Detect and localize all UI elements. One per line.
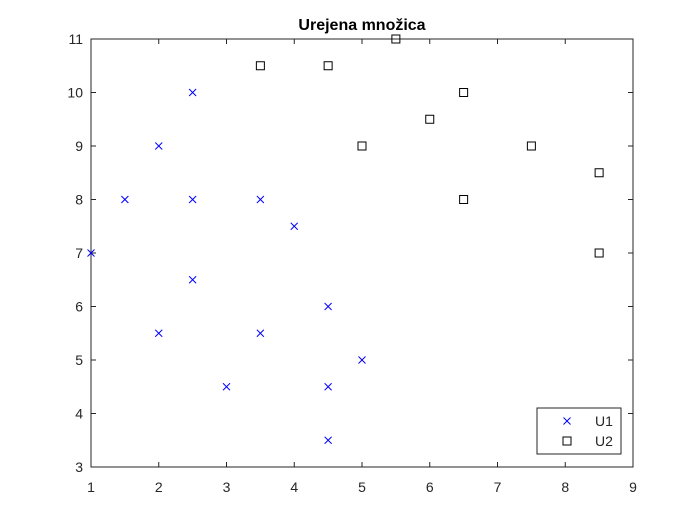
marker-stroke xyxy=(188,88,197,97)
legend-marker xyxy=(562,436,572,446)
marker-stroke xyxy=(154,142,163,150)
data-point-u1 xyxy=(290,222,299,231)
y-tick-label: 5 xyxy=(75,352,83,368)
marker-stroke xyxy=(324,302,332,311)
y-tick-label: 11 xyxy=(68,31,83,47)
y-tick-label: 10 xyxy=(67,85,83,101)
x-tick-label: 2 xyxy=(155,479,163,495)
legend-label: U1 xyxy=(595,413,613,429)
marker-stroke xyxy=(563,417,571,425)
legend-marker xyxy=(563,417,571,425)
data-point-u1 xyxy=(121,195,129,204)
x-tick-label: 7 xyxy=(494,479,502,495)
y-tick-label: 6 xyxy=(75,299,83,315)
y-tick-label: 4 xyxy=(75,406,83,422)
marker-stroke xyxy=(188,275,197,284)
data-point-u1 xyxy=(154,329,163,338)
y-tick-label: 8 xyxy=(75,192,83,208)
data-point-u1 xyxy=(324,302,332,311)
data-point-u1 xyxy=(324,436,332,445)
chart-title: Urejena množica xyxy=(298,17,425,34)
x-tick-label: 9 xyxy=(629,479,637,495)
marker-stroke xyxy=(256,329,265,338)
marker-stroke xyxy=(324,382,332,391)
y-tick-label: 3 xyxy=(75,459,83,475)
x-tick-label: 8 xyxy=(561,479,569,495)
data-point-u1 xyxy=(222,382,231,391)
data-point-u2 xyxy=(255,61,265,71)
data-point-u1 xyxy=(358,356,366,364)
marker-stroke xyxy=(222,382,231,391)
marker-stroke xyxy=(256,195,265,204)
marker-stroke xyxy=(188,195,197,204)
axes-box xyxy=(90,38,634,468)
x-tick-label: 5 xyxy=(358,479,366,495)
data-point-u2 xyxy=(323,61,333,71)
legend-box xyxy=(536,407,622,455)
data-point-u1 xyxy=(256,195,265,204)
x-tick-label: 1 xyxy=(87,479,95,495)
marker-stroke xyxy=(324,436,332,445)
data-point-u1 xyxy=(154,142,163,150)
legend-label: U2 xyxy=(595,433,613,449)
data-point-u2 xyxy=(459,195,469,204)
data-point-u1 xyxy=(188,195,197,204)
marker-stroke xyxy=(87,249,95,257)
marker-stroke xyxy=(154,329,163,338)
y-tick-label: 9 xyxy=(75,138,83,154)
marker-stroke xyxy=(358,356,366,364)
data-point-u2 xyxy=(594,248,604,258)
x-tick-label: 4 xyxy=(290,479,298,495)
data-point-u2 xyxy=(459,88,469,97)
data-point-u2 xyxy=(357,141,367,151)
data-point-u1 xyxy=(188,88,197,97)
data-point-u1 xyxy=(188,275,197,284)
data-point-u2 xyxy=(391,34,401,44)
x-tick-label: 6 xyxy=(426,479,434,495)
plot-area: 1 2 3 4 5 6 7 8 9 3 4 5 6 7 8 9 10 11 xyxy=(67,31,637,495)
marker-stroke xyxy=(290,222,299,231)
data-point-u1 xyxy=(87,249,95,257)
x-tick-label: 3 xyxy=(223,479,231,495)
marker-stroke xyxy=(121,195,129,204)
data-point-u2 xyxy=(526,141,536,151)
data-point-u1 xyxy=(324,382,332,391)
y-tick-label: 7 xyxy=(75,245,83,261)
data-point-u2 xyxy=(594,168,604,178)
data-point-u2 xyxy=(425,114,435,124)
data-point-u1 xyxy=(256,329,265,338)
